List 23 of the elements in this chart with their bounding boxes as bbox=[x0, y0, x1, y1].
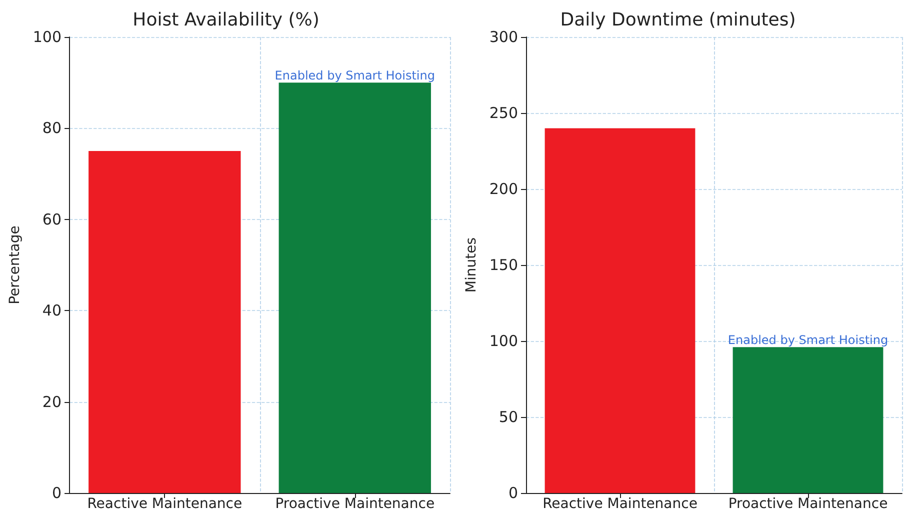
annotation: Enabled by Smart Hoisting bbox=[728, 333, 888, 348]
y-tick-label: 0 bbox=[52, 484, 62, 502]
y-tick-label: 20 bbox=[42, 392, 62, 411]
y-tick-label: 250 bbox=[489, 104, 518, 122]
chart-title: Hoist Availability (%) bbox=[132, 10, 320, 30]
x-tick-label: Reactive Maintenance bbox=[542, 496, 698, 511]
y-tick-label: 200 bbox=[489, 180, 518, 198]
y-axis-title: Minutes bbox=[463, 237, 480, 293]
y-tick-label: 150 bbox=[489, 256, 518, 274]
x-tick-label: Reactive Maintenance bbox=[87, 496, 242, 511]
y-tick-label: 60 bbox=[42, 210, 62, 228]
x-tick-label: Proactive Maintenance bbox=[275, 496, 435, 511]
y-tick-label: 300 bbox=[489, 28, 518, 46]
chart-title: Daily Downtime (minutes) bbox=[560, 10, 796, 30]
x-tick-label: Proactive Maintenance bbox=[728, 496, 888, 511]
y-axis-title: Percentage bbox=[7, 226, 23, 304]
y-tick-label: 0 bbox=[508, 484, 518, 502]
y-tick-label: 100 bbox=[32, 28, 62, 46]
y-tick-label: 80 bbox=[42, 119, 62, 138]
y-tick-label: 100 bbox=[489, 332, 518, 350]
annotation: Enabled by Smart Hoisting bbox=[274, 68, 435, 83]
y-tick-label: 40 bbox=[42, 302, 62, 320]
y-tick-label: 50 bbox=[498, 408, 518, 426]
